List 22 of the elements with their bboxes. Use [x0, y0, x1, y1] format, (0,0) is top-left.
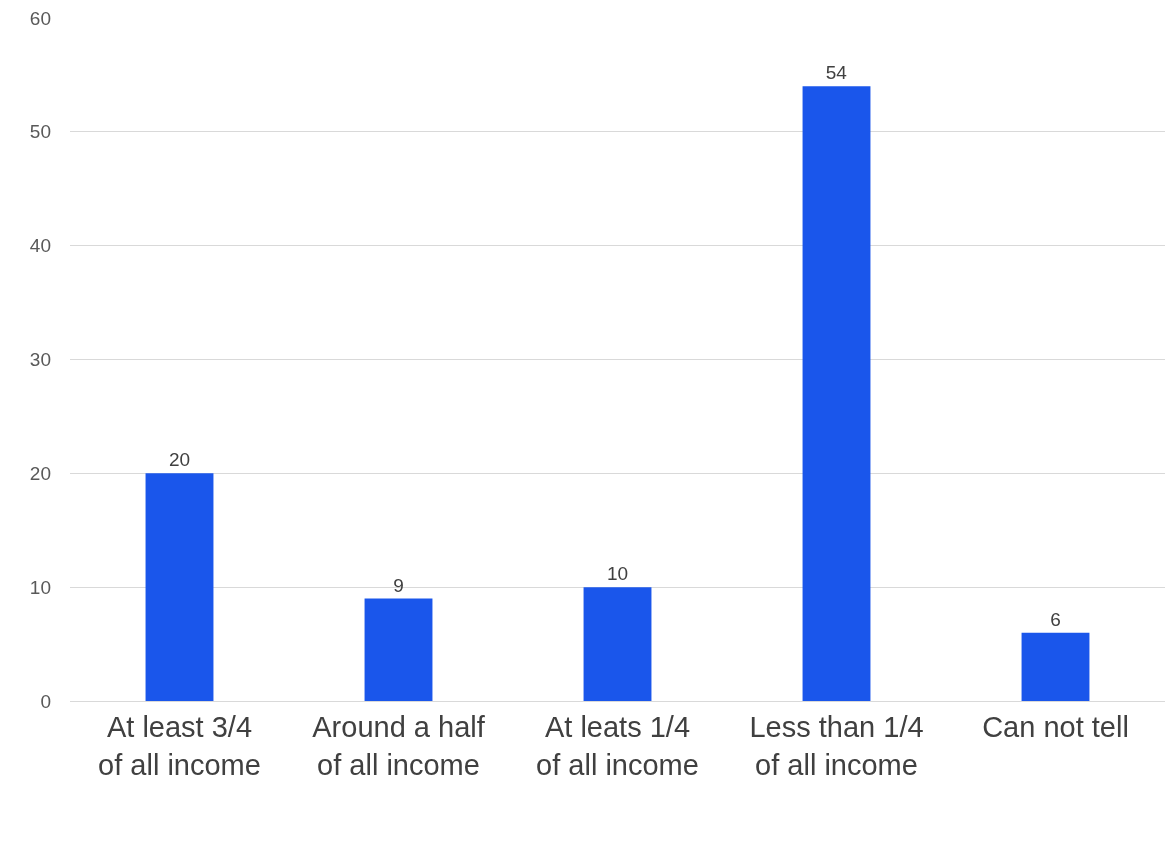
bar	[145, 473, 214, 701]
bar	[583, 587, 652, 701]
x-tick-label: At leats 1/4 of all income	[536, 710, 699, 781]
x-tick-label: At least 3/4 of all income	[98, 710, 261, 781]
y-tick-label: 0	[40, 690, 51, 712]
data-label: 20	[168, 449, 191, 471]
y-tick-label: 30	[29, 349, 51, 371]
data-label: 9	[393, 574, 404, 596]
data-label: 6	[1050, 608, 1061, 630]
x-tick-label: Can not tell	[982, 710, 1129, 743]
bar	[364, 598, 433, 701]
data-label: 10	[606, 563, 629, 585]
y-tick-label: 10	[29, 576, 51, 598]
bar	[1021, 632, 1090, 701]
x-tick-label: Less than 1/4 of all income	[749, 710, 924, 781]
y-tick-label: 40	[29, 235, 51, 257]
y-tick-label: 60	[29, 7, 51, 29]
y-tick-label: 20	[29, 462, 51, 484]
data-label: 54	[825, 62, 848, 84]
y-tick-label: 50	[29, 121, 51, 143]
bar	[802, 86, 871, 701]
x-tick-label: Around a half of all income	[312, 710, 486, 781]
